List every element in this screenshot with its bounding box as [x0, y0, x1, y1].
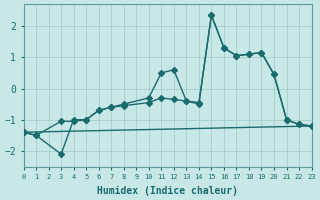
X-axis label: Humidex (Indice chaleur): Humidex (Indice chaleur) — [97, 186, 238, 196]
